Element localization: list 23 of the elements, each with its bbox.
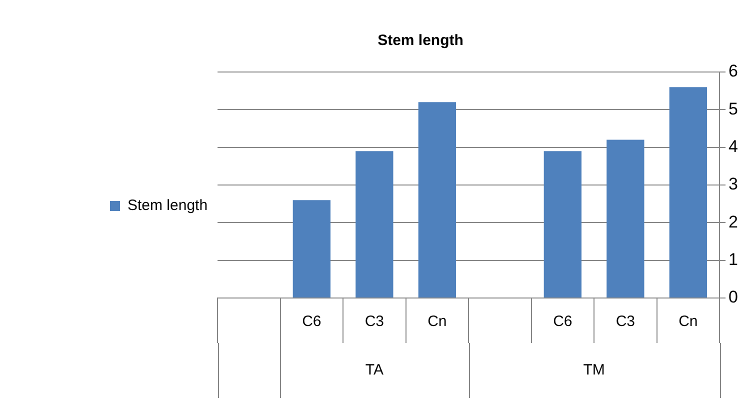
x-tick-label: Cn bbox=[678, 313, 698, 330]
y-tick-label: 6 bbox=[728, 62, 738, 81]
y-tick-label: 5 bbox=[728, 99, 738, 118]
text: TA bbox=[365, 362, 384, 379]
y-tick-label: 1 bbox=[728, 250, 738, 270]
bar bbox=[292, 200, 330, 298]
bar bbox=[544, 151, 582, 298]
x-tick-label: Cn bbox=[428, 313, 447, 330]
x-tick-label: C3 bbox=[616, 313, 636, 330]
x-tick-label: C6 bbox=[302, 313, 322, 330]
y-tick-label: 0 bbox=[728, 288, 738, 307]
y-tick-label: 3 bbox=[728, 174, 738, 194]
bar bbox=[418, 102, 456, 298]
bar bbox=[606, 140, 644, 298]
x-tick-label: C3 bbox=[364, 313, 384, 330]
bar bbox=[356, 151, 394, 298]
y-tick-label: 4 bbox=[728, 137, 738, 156]
legend-label: Stem length bbox=[128, 197, 208, 214]
bar bbox=[669, 87, 707, 298]
y-tick-label: 2 bbox=[728, 212, 738, 232]
text: TM bbox=[583, 362, 605, 379]
chart-title: Stem length bbox=[378, 32, 464, 50]
x-tick-label: C6 bbox=[553, 313, 572, 330]
